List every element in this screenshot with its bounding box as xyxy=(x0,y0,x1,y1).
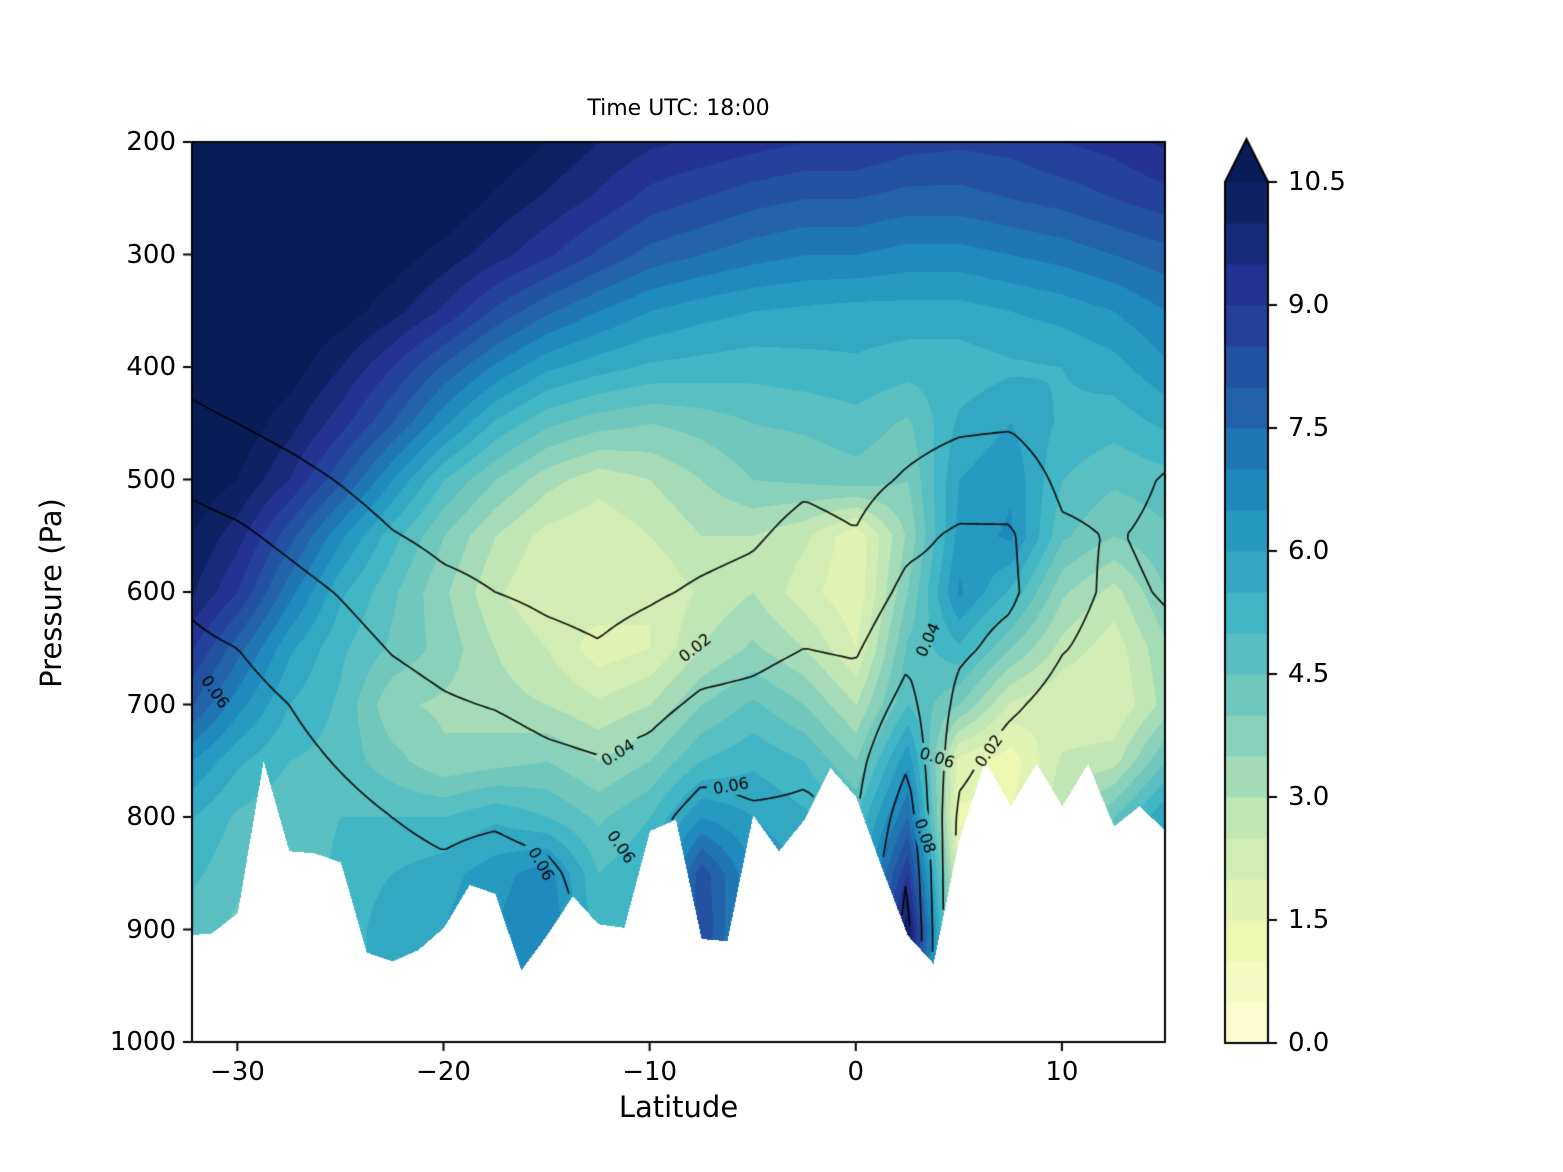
y-tick-label: 400 xyxy=(126,352,176,382)
y-tick-label: 1000 xyxy=(109,1027,176,1057)
x-tick-label: 0 xyxy=(847,1057,865,1087)
colorbar-tick-label: 1.5 xyxy=(1288,905,1330,935)
y-tick-label: 200 xyxy=(126,127,176,157)
y-tick-label: 700 xyxy=(126,689,176,720)
colorbar-tick-label: 7.5 xyxy=(1288,413,1330,443)
x-tick-label: −30 xyxy=(209,1057,265,1087)
x-tick-label: 10 xyxy=(1045,1057,1079,1087)
y-tick-label: 300 xyxy=(126,239,176,270)
colorbar-tick-label: 9.0 xyxy=(1288,290,1330,320)
colorbar-tick-label: 4.5 xyxy=(1288,659,1330,689)
colorbar-tick-label: 6.0 xyxy=(1288,536,1330,566)
y-tick-label: 500 xyxy=(126,464,176,495)
y-tick-label: 800 xyxy=(126,802,176,832)
x-axis-label: Latitude xyxy=(618,1090,739,1124)
y-tick-label: 900 xyxy=(126,914,176,945)
colorbar-tick-label: 0.0 xyxy=(1288,1028,1330,1058)
x-tick-label: −20 xyxy=(416,1057,471,1087)
y-tick-label: 600 xyxy=(126,577,176,607)
plot-title: Time UTC: 18:00 xyxy=(587,96,770,121)
x-tick-label: −10 xyxy=(622,1057,678,1087)
colorbar-tick-label: 3.0 xyxy=(1288,782,1330,812)
colorbar-tick-label: 10.5 xyxy=(1288,167,1346,197)
